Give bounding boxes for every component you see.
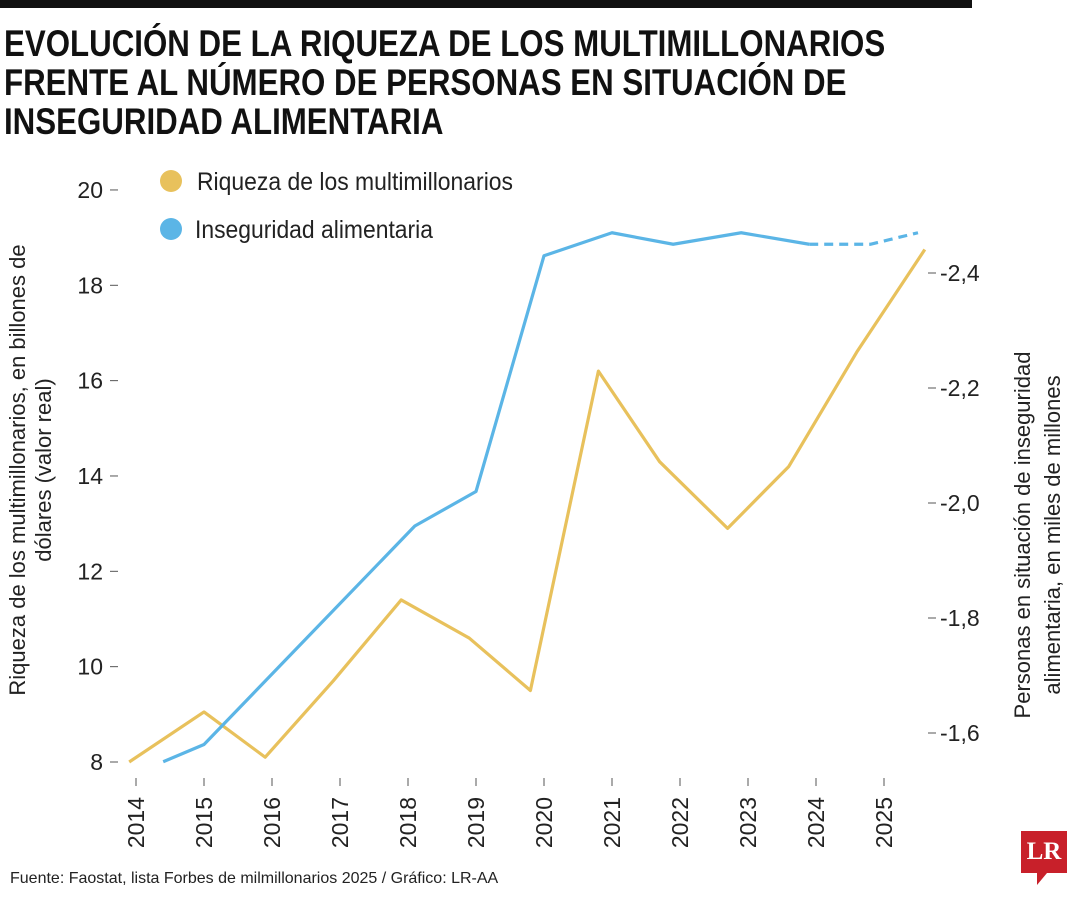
x-tick-label: 2023 bbox=[735, 797, 761, 848]
x-tick-label: 2017 bbox=[327, 797, 353, 848]
x-tick-label: 2018 bbox=[395, 797, 421, 848]
top-rule bbox=[0, 0, 972, 8]
x-tick-label: 2016 bbox=[259, 797, 285, 848]
legend-label: Riqueza de los multimillonarios bbox=[197, 168, 513, 196]
x-tick-label: 2019 bbox=[463, 797, 489, 848]
series-line-inseguridad bbox=[162, 231, 810, 764]
x-tick-label: 2014 bbox=[123, 797, 149, 848]
right-tick-label: -2,0 bbox=[940, 490, 980, 516]
left-axis-label-line2: dólares (valor real) bbox=[31, 378, 56, 561]
x-tick-label: 2020 bbox=[531, 797, 557, 848]
legend-marker bbox=[160, 218, 182, 240]
x-tick-label: 2015 bbox=[191, 797, 217, 848]
x-tick-label: 2021 bbox=[599, 797, 625, 848]
x-tick-label: 2024 bbox=[803, 797, 829, 848]
legend-marker bbox=[160, 170, 182, 192]
right-tick-label: -2,2 bbox=[940, 375, 980, 401]
left-axis-label-line1: Riqueza de los multimillonarios, en bill… bbox=[5, 244, 30, 695]
left-tick-label: 14 bbox=[77, 463, 103, 489]
legend-label: Inseguridad alimentaria bbox=[195, 216, 433, 244]
lr-logo: LR bbox=[1021, 831, 1067, 885]
x-tick-label: 2022 bbox=[667, 797, 693, 848]
right-tick-label: -2,4 bbox=[940, 260, 980, 286]
source-note: Fuente: Faostat, lista Forbes de milmill… bbox=[10, 870, 499, 887]
chart-title: EVOLUCIÓN DE LA RIQUEZA DE LOS MULTIMILL… bbox=[4, 23, 886, 142]
right-tick-label: -1,6 bbox=[940, 720, 980, 746]
right-axis-label-line2: alimentaria, en miles de millones bbox=[1040, 375, 1065, 694]
series-projection-inseguridad bbox=[809, 231, 919, 246]
series-line-riqueza bbox=[128, 248, 927, 764]
x-tick-label: 2025 bbox=[871, 797, 897, 848]
left-tick-label: 20 bbox=[77, 177, 103, 203]
left-tick-label: 8 bbox=[90, 749, 103, 775]
right-axis-label-line1: Personas en situación de inseguridad bbox=[1010, 352, 1035, 719]
right-tick-label: -1,8 bbox=[940, 605, 980, 631]
left-tick-label: 10 bbox=[77, 654, 103, 680]
left-tick-label: 18 bbox=[77, 272, 103, 298]
left-tick-label: 16 bbox=[77, 368, 103, 394]
left-tick-label: 12 bbox=[77, 558, 103, 584]
